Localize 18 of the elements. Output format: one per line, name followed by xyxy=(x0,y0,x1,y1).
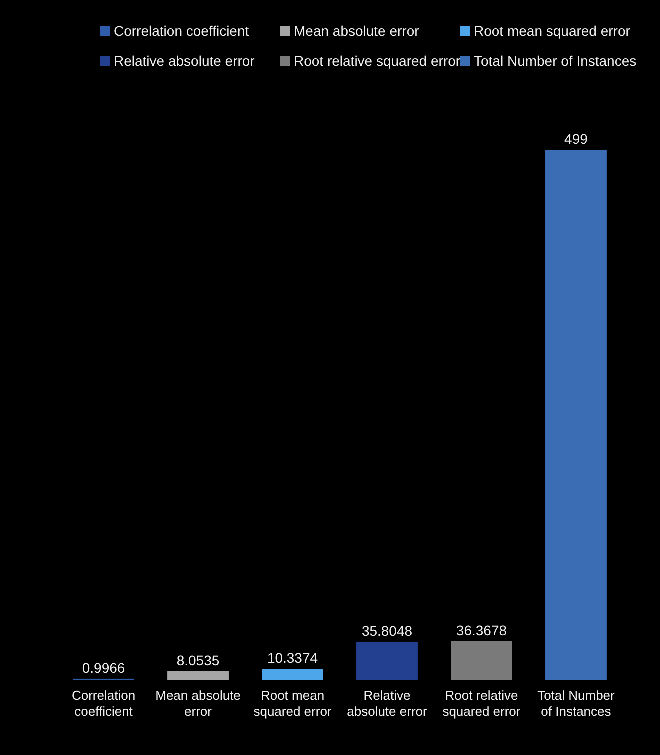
legend-label: Root relative squared error xyxy=(294,53,461,69)
legend-label: Correlation coefficient xyxy=(114,23,250,39)
x-tick-label: Root relative squared error xyxy=(442,688,522,719)
data-label: 36.3678 xyxy=(456,622,508,638)
legend-label: Total Number of Instances xyxy=(474,53,637,69)
x-tick-label: Root mean squared error xyxy=(254,688,332,719)
legend-label: Root mean squared error xyxy=(474,23,631,39)
data-label: 499 xyxy=(564,131,588,147)
data-label: 35.8048 xyxy=(362,622,413,639)
x-tick-label: Mean absolute error xyxy=(156,688,241,719)
data-label: 8.0535 xyxy=(176,652,220,668)
x-tick-label: Total Number of Instances xyxy=(538,688,616,719)
x-tick-label: Relative absolute error xyxy=(347,688,428,719)
x-tick-label: Correlation coefficient xyxy=(72,688,136,719)
legend-label: Mean absolute error xyxy=(294,23,420,39)
legend-label: Relative absolute error xyxy=(114,53,256,69)
data-label: 10.3374 xyxy=(267,650,318,666)
data-label: 0.9966 xyxy=(82,660,126,676)
